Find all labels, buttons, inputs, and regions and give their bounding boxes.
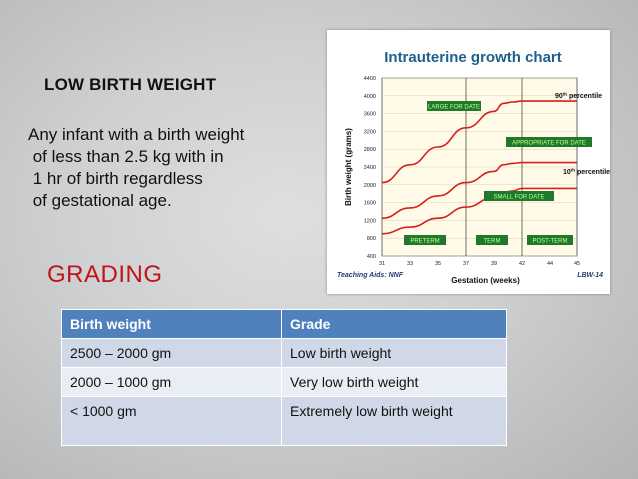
region-label-box: [427, 101, 481, 111]
y-tick-label: 4000: [364, 94, 376, 100]
table-cell-birth-weight: 2500 – 2000 gm: [61, 338, 282, 368]
percentile-curve-1: [381, 161, 577, 219]
x-tick-label: 35: [435, 261, 441, 267]
x-tick-label: 31: [379, 261, 385, 267]
y-tick-label: 2400: [364, 165, 376, 171]
y-tick-label: 2800: [364, 147, 376, 153]
region-label-text: PRETERM: [410, 238, 439, 244]
definition-line: of gestational age.: [28, 191, 172, 210]
region-label-box: [476, 235, 508, 245]
region-label-box: [404, 235, 446, 245]
percentile-label: 90th percentile: [555, 92, 602, 101]
region-label: POST-TERM: [527, 235, 573, 245]
growth-chart-card: Intrauterine growth chart LARGE FOR DATE…: [327, 30, 610, 294]
y-tick-label: 1200: [364, 218, 376, 224]
y-tick-label: 800: [367, 236, 376, 242]
table-cell-birth-weight: 2000 – 1000 gm: [61, 367, 282, 397]
region-label: PRETERM: [404, 235, 446, 245]
y-tick-label: 2000: [364, 183, 376, 189]
definition-text: Any infant with a birth weight of less t…: [28, 124, 328, 212]
region-label-text: APPROPRIATE FOR DATE: [512, 140, 586, 146]
percentile-curve-2: [381, 187, 577, 235]
region-label: APPROPRIATE FOR DATE: [506, 137, 592, 147]
x-axis-label: Gestation (weeks): [451, 276, 520, 285]
grading-heading: GRADING: [47, 261, 163, 288]
definition-line: 1 hr of birth regardless: [28, 169, 203, 188]
region-label-text: TERM: [484, 238, 501, 244]
grading-table: Birth weight Grade 2500 – 2000 gm Low bi…: [61, 309, 507, 446]
x-tick-label: 37: [463, 261, 469, 267]
table-cell-birth-weight: < 1000 gm: [61, 396, 282, 446]
region-label: TERM: [476, 235, 508, 245]
y-axis-label: Birth weight (grams): [344, 128, 353, 206]
y-tick-label: 3200: [364, 129, 376, 135]
x-tick-label: 39: [491, 261, 497, 267]
region-label-text: POST-TERM: [532, 238, 567, 244]
region-label-text: SMALL FOR DATE: [493, 194, 544, 200]
region-label-box: [484, 191, 554, 201]
y-tick-label: 1600: [364, 201, 376, 207]
x-tick-label: 44: [547, 261, 553, 267]
table-header-row: Birth weight Grade: [61, 309, 507, 339]
region-label-text: LARGE FOR DATE: [428, 104, 480, 110]
table-row: 2500 – 2000 gm Low birth weight: [61, 338, 507, 368]
region-label: SMALL FOR DATE: [484, 191, 554, 201]
y-tick-label: 4400: [364, 76, 376, 82]
chart-footer-left: Teaching Aids: NNF: [337, 272, 404, 279]
definition-line: of less than 2.5 kg with in: [28, 147, 224, 166]
chart-title: Intrauterine growth chart: [384, 49, 562, 66]
percentile-curve-0: [381, 100, 577, 184]
percentile-label: 10th percentile: [563, 168, 610, 177]
y-tick-label: 400: [367, 254, 376, 260]
table-row: 2000 – 1000 gm Very low birth weight: [61, 367, 507, 397]
table-cell-grade: Extremely low birth weight: [281, 396, 507, 446]
growth-chart: Intrauterine growth chart LARGE FOR DATE…: [337, 49, 610, 285]
table-cell-grade: Very low birth weight: [281, 367, 507, 397]
x-tick-label: 45: [574, 261, 580, 267]
table-header-birth-weight: Birth weight: [61, 309, 282, 339]
table-cell-grade: Low birth weight: [281, 338, 507, 368]
region-label: LARGE FOR DATE: [427, 101, 481, 111]
region-label-box: [506, 137, 592, 147]
x-tick-label: 33: [407, 261, 413, 267]
region-label-box: [527, 235, 573, 245]
slide-title: LOW BIRTH WEIGHT: [44, 75, 217, 94]
table-row: < 1000 gm Extremely low birth weight: [61, 396, 507, 446]
table-header-grade: Grade: [281, 309, 507, 339]
chart-footer-right: LBW-14: [577, 272, 603, 279]
x-tick-label: 42: [519, 261, 525, 267]
y-tick-label: 3600: [364, 112, 376, 118]
definition-line: Any infant with a birth weight: [28, 125, 245, 144]
